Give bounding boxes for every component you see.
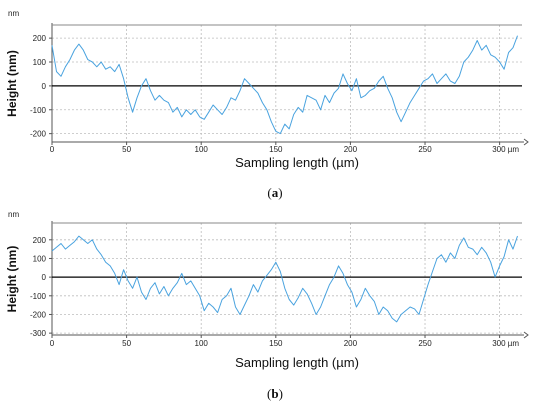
y-tick-label: -100 — [30, 292, 47, 301]
height-profile-line — [51, 35, 518, 135]
x-tick-label: 300 µm — [492, 339, 519, 348]
y-tick-label: -200 — [30, 130, 47, 139]
y-tick-label: 0 — [42, 82, 47, 91]
x-tick-label: 150 — [269, 339, 283, 348]
chart-b: -300 -200 -100 0 100 200 0 50 100 150 200 250 300 µm… — [5, 210, 529, 401]
x-tick-label: 50 — [122, 339, 131, 348]
x-tick-label: 100 — [195, 339, 209, 348]
x-axis-arrow — [523, 138, 529, 146]
x-tick-label: 250 — [418, 145, 432, 154]
y-tick-label: -200 — [30, 310, 47, 319]
y-unit-label: nm — [8, 9, 19, 18]
caption-label: (a) — [267, 185, 282, 200]
chart-a: -200 -100 0 100 200 0 50 100 150 200 250 300 µm nm He… — [5, 9, 529, 200]
x-tick-label: 0 — [50, 339, 55, 348]
plot-area — [52, 223, 522, 335]
x-tick-label: 250 — [418, 339, 432, 348]
x-axis-arrow — [523, 331, 529, 339]
y-tick-label: -100 — [30, 106, 47, 115]
y-tick-label: 200 — [33, 236, 47, 245]
y-unit-label: nm — [8, 210, 19, 219]
height-profile-line — [51, 235, 518, 323]
x-tick-label: 50 — [122, 145, 131, 154]
x-tick-label: 150 — [269, 145, 283, 154]
y-axis-label: Height (nm) — [5, 50, 19, 117]
y-tick-label: 100 — [33, 58, 47, 67]
y-tick-label: 200 — [33, 34, 47, 43]
x-tick-label: 300 µm — [492, 145, 519, 154]
x-tick-label: 200 — [344, 145, 358, 154]
x-tick-label: 100 — [195, 145, 209, 154]
caption-label: (b) — [267, 386, 283, 401]
y-tick-label: 100 — [33, 254, 47, 263]
x-tick-label: 0 — [50, 145, 55, 154]
y-tick-label: -300 — [30, 329, 47, 338]
y-axis-label: Height (nm) — [5, 246, 19, 313]
x-axis-label: Sampling length (µm) — [235, 355, 359, 370]
plot-area — [52, 25, 522, 142]
y-tick-label: 0 — [42, 273, 47, 282]
x-axis-label: Sampling length (µm) — [235, 155, 359, 170]
x-tick-label: 200 — [344, 339, 358, 348]
